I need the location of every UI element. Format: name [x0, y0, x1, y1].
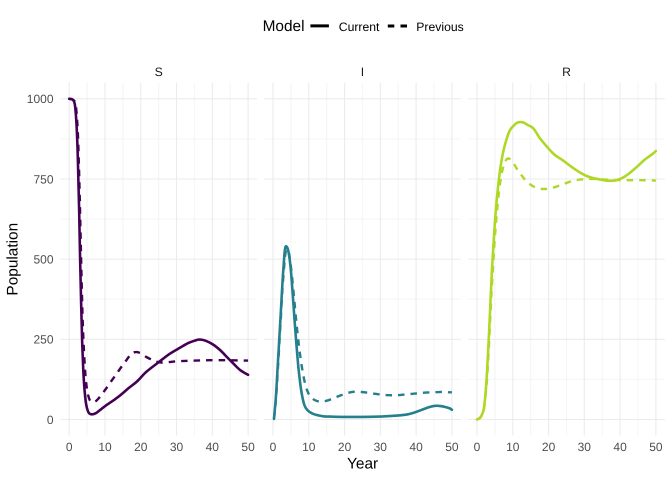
- svg-text:750: 750: [33, 172, 53, 186]
- svg-text:Previous: Previous: [416, 20, 463, 34]
- svg-text:500: 500: [33, 252, 53, 266]
- svg-text:30: 30: [578, 440, 592, 454]
- svg-text:50: 50: [649, 440, 663, 454]
- svg-text:40: 40: [613, 440, 627, 454]
- svg-text:30: 30: [374, 440, 388, 454]
- svg-text:1000: 1000: [27, 92, 54, 106]
- svg-text:20: 20: [338, 440, 352, 454]
- svg-text:Population: Population: [4, 223, 21, 296]
- svg-text:30: 30: [170, 440, 184, 454]
- svg-text:50: 50: [241, 440, 255, 454]
- svg-text:I: I: [361, 65, 364, 79]
- svg-text:Year: Year: [347, 456, 378, 473]
- svg-text:40: 40: [409, 440, 423, 454]
- svg-text:40: 40: [206, 440, 220, 454]
- svg-text:Current: Current: [339, 20, 380, 34]
- svg-text:10: 10: [302, 440, 316, 454]
- svg-text:10: 10: [506, 440, 520, 454]
- svg-text:0: 0: [66, 440, 73, 454]
- svg-text:0: 0: [270, 440, 277, 454]
- svg-text:0: 0: [474, 440, 481, 454]
- svg-text:0: 0: [47, 413, 54, 427]
- svg-text:S: S: [155, 65, 163, 79]
- svg-text:50: 50: [445, 440, 459, 454]
- svg-text:R: R: [562, 65, 571, 79]
- svg-text:20: 20: [542, 440, 556, 454]
- svg-text:10: 10: [98, 440, 112, 454]
- svg-text:20: 20: [134, 440, 148, 454]
- svg-text:250: 250: [33, 333, 53, 347]
- svg-text:Model: Model: [263, 18, 305, 35]
